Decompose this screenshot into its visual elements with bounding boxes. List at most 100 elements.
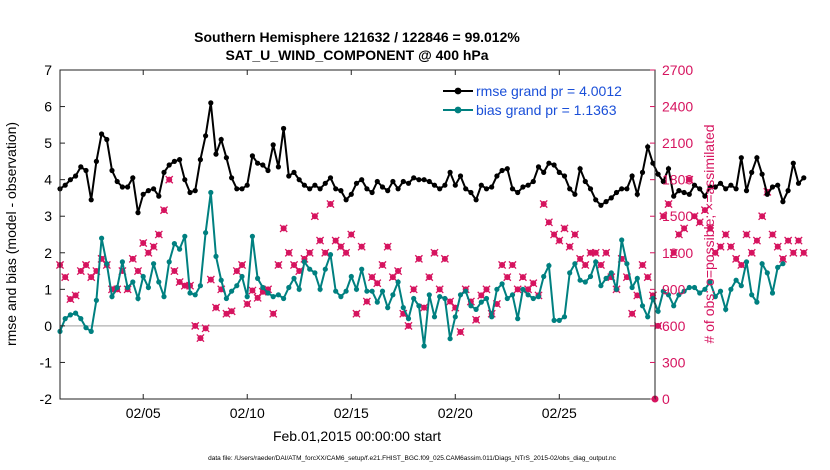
obs-marker-cross-b bbox=[778, 254, 788, 263]
obs-marker-cross-b bbox=[799, 248, 808, 257]
obs-marker-cross-b bbox=[513, 285, 522, 294]
rmse-point bbox=[561, 173, 568, 179]
obs-marker-cross-b bbox=[565, 242, 574, 251]
obs-marker-cross-b bbox=[503, 273, 512, 282]
obs-marker-cross-b bbox=[227, 307, 236, 316]
bias-point bbox=[317, 286, 323, 292]
rmse-point bbox=[613, 189, 620, 196]
bias-point bbox=[182, 233, 188, 239]
obs-marker-cross-b bbox=[321, 248, 330, 257]
obs-marker bbox=[482, 285, 491, 294]
rmse-point bbox=[359, 177, 365, 183]
rmse-point bbox=[759, 171, 765, 177]
bias-point bbox=[109, 294, 115, 300]
x-axis-label: Feb.01,2015 00:00:00 start bbox=[273, 428, 441, 444]
rmse-point bbox=[197, 157, 203, 163]
obs-marker bbox=[700, 206, 709, 215]
rmse-point bbox=[421, 177, 427, 183]
obs-marker-cross-b bbox=[560, 224, 569, 233]
obs-marker-cross-b bbox=[555, 236, 564, 245]
right-tick-label: 2100 bbox=[662, 135, 693, 151]
bias-point bbox=[197, 283, 203, 289]
rmse-point bbox=[723, 186, 729, 192]
bias-point bbox=[140, 273, 146, 280]
bias-point bbox=[759, 261, 765, 267]
rmse-point bbox=[364, 186, 370, 192]
legend-rmse-label: rmse grand pr = 4.0012 bbox=[476, 83, 622, 99]
left-tick-label: 4 bbox=[44, 172, 52, 188]
bias-point bbox=[62, 316, 68, 322]
legend: rmse grand pr = 4.0012 bias grand pr = 1… bbox=[437, 78, 643, 124]
obs-marker bbox=[196, 334, 205, 343]
rmse-point bbox=[400, 178, 406, 185]
legend-bias-label: bias grand pr = 1.1363 bbox=[476, 102, 617, 118]
obs-marker-cross-b bbox=[654, 321, 663, 330]
series-layer bbox=[57, 100, 807, 349]
right-tick-label: 1800 bbox=[662, 172, 693, 188]
bias-point bbox=[447, 336, 453, 342]
rmse-point bbox=[780, 199, 786, 205]
rmse-point bbox=[296, 177, 302, 183]
obs-marker bbox=[721, 230, 730, 239]
obs-marker bbox=[773, 242, 782, 251]
obs-marker bbox=[149, 242, 158, 251]
obs-marker-cross-b bbox=[289, 260, 299, 270]
obs-marker-cross-b bbox=[206, 275, 215, 284]
obs-marker-cross-b bbox=[596, 260, 605, 270]
bias-point bbox=[530, 295, 536, 302]
bias-point bbox=[613, 286, 620, 292]
obs-marker bbox=[284, 248, 293, 257]
obs-marker-cross-b bbox=[81, 260, 91, 270]
obs-marker-cross-b bbox=[602, 248, 611, 257]
bias-point bbox=[437, 294, 443, 300]
rmse-point bbox=[769, 184, 776, 190]
bias-point bbox=[234, 283, 240, 289]
rmse-point bbox=[707, 184, 713, 190]
x-tick-label: 02/20 bbox=[438, 405, 473, 421]
bias-point bbox=[374, 299, 380, 305]
obs-marker-cross-b bbox=[752, 236, 762, 245]
obs-marker bbox=[279, 224, 288, 233]
obs-marker bbox=[289, 260, 299, 270]
bias-point bbox=[707, 279, 713, 285]
bias-point bbox=[509, 292, 516, 298]
bias-point bbox=[78, 316, 84, 322]
bias-point bbox=[577, 277, 583, 283]
obs-marker-cross-b bbox=[196, 334, 205, 343]
rmse-point bbox=[281, 125, 287, 132]
rmse-point bbox=[582, 178, 588, 185]
obs-marker-cross-b bbox=[576, 254, 585, 263]
obs-marker-cross-b bbox=[784, 236, 793, 245]
rmse-point bbox=[535, 164, 542, 170]
right-axis-label: # of obs: o=possible; ×=assimilated bbox=[701, 124, 717, 343]
obs-marker bbox=[305, 248, 314, 257]
obs-marker-cross-b bbox=[347, 230, 356, 239]
obs-marker-cross-b bbox=[159, 206, 169, 215]
bias-point bbox=[166, 259, 172, 265]
obs-marker-cross-b bbox=[378, 260, 387, 270]
bias-point bbox=[551, 317, 557, 323]
obs-marker bbox=[347, 230, 356, 239]
bias-point bbox=[728, 286, 734, 292]
bias-point bbox=[634, 275, 640, 281]
bias-point bbox=[754, 299, 760, 305]
obs-marker-cross-b bbox=[357, 242, 366, 251]
bias-point bbox=[593, 259, 599, 265]
rmse-point bbox=[754, 155, 760, 161]
obs-marker bbox=[560, 224, 569, 233]
obs-marker bbox=[139, 238, 148, 248]
rmse-point bbox=[499, 167, 505, 174]
obs-marker bbox=[747, 248, 756, 257]
bias-point bbox=[780, 261, 786, 267]
bias-point bbox=[650, 295, 656, 302]
obs-marker-cross-b bbox=[404, 321, 413, 330]
obs-marker-cross-b bbox=[732, 254, 741, 263]
bias-point bbox=[494, 286, 500, 292]
obs-marker bbox=[591, 248, 600, 257]
bias-point bbox=[411, 295, 417, 302]
obs-marker-cross-b bbox=[331, 236, 340, 245]
bias-point bbox=[359, 266, 365, 272]
obs-marker bbox=[752, 236, 762, 245]
bias-point bbox=[145, 284, 151, 291]
